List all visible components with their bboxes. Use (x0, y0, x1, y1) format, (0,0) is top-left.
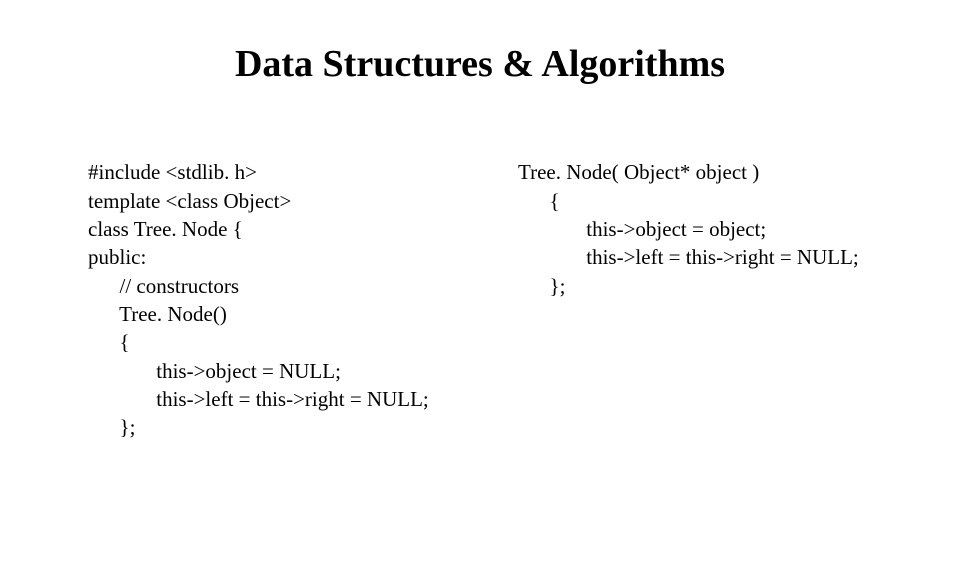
content-columns: #include <stdlib. h> template <class Obj… (0, 130, 960, 442)
slide-title: Data Structures & Algorithms (0, 42, 960, 86)
code-line: #include <stdlib. h> (88, 160, 257, 184)
code-line: this->object = NULL; (88, 359, 341, 383)
code-line: this->left = this->right = NULL; (88, 387, 429, 411)
code-line: this->left = this->right = NULL; (518, 245, 859, 269)
code-line: }; (518, 274, 565, 298)
code-line: this->object = object; (518, 217, 766, 241)
code-left-column: #include <stdlib. h> template <class Obj… (88, 130, 518, 442)
code-line: Tree. Node( Object* object ) (518, 160, 759, 184)
code-line: { (88, 330, 130, 354)
code-line: // constructors (88, 274, 239, 298)
code-line: template <class Object> (88, 189, 291, 213)
code-line: class Tree. Node { (88, 217, 243, 241)
code-right-column: Tree. Node( Object* object ) { this->obj… (518, 130, 940, 442)
code-line: public: (88, 245, 146, 269)
code-line: { (518, 189, 560, 213)
code-line: Tree. Node() (88, 302, 227, 326)
code-line: }; (88, 415, 135, 439)
